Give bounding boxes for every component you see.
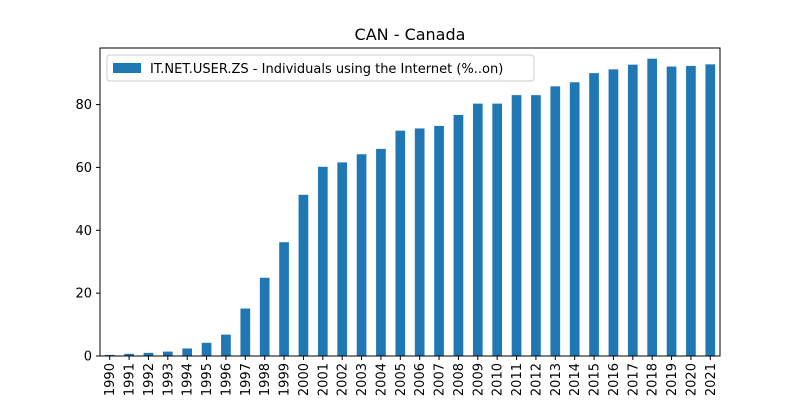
bar-2001	[317, 166, 328, 356]
bar-1999	[279, 242, 289, 356]
x-tick-label-1999: 1999	[278, 363, 293, 396]
legend-label: IT.NET.USER.ZS - Individuals using the I…	[150, 62, 503, 77]
y-tick-label-0: 0	[84, 350, 92, 365]
x-tick-label-1994: 1994	[181, 363, 196, 396]
bar-1997	[240, 308, 251, 356]
x-tick-label-2013: 2013	[549, 363, 564, 396]
y-tick-label-40: 40	[75, 224, 92, 239]
x-axis: 1990 1991 1992 1993 1994 1995 1996 1997 1998 1999…	[103, 356, 719, 396]
bar-2000	[298, 194, 309, 356]
x-tick-label-1991: 1991	[123, 363, 138, 396]
x-tick-label-2019: 2019	[665, 363, 680, 396]
bar-1993	[162, 351, 173, 356]
x-tick-label-2014: 2014	[568, 363, 583, 396]
bar-1995	[201, 342, 212, 356]
x-tick-label-2016: 2016	[607, 363, 622, 396]
x-tick-label-2010: 2010	[491, 363, 506, 396]
x-tick-label-2003: 2003	[355, 363, 370, 396]
x-tick-label-2002: 2002	[336, 363, 351, 396]
x-tick-label-1993: 1993	[161, 363, 176, 396]
bar-2017	[627, 64, 638, 356]
x-tick-label-2009: 2009	[471, 363, 486, 396]
legend-box	[106, 54, 535, 82]
bar-2015	[589, 73, 599, 356]
x-tick-label-2000: 2000	[297, 363, 312, 396]
bar-2010	[492, 103, 503, 356]
bar-2002	[337, 162, 348, 356]
x-tick-label-2012: 2012	[529, 363, 544, 396]
x-tick-label-2018: 2018	[646, 363, 661, 396]
bar-1991	[124, 353, 134, 356]
x-tick-label-2004: 2004	[374, 363, 389, 396]
bar-2009	[472, 103, 483, 356]
plot-frame	[99, 47, 721, 357]
legend-swatch	[113, 63, 141, 73]
bar-2008	[453, 114, 464, 356]
x-tick-label-2011: 2011	[510, 363, 525, 396]
y-axis: 0 20 40 60 80	[75, 98, 100, 365]
y-tick-label-80: 80	[75, 98, 92, 113]
legend: IT.NET.USER.ZS - Individuals using the I…	[106, 54, 535, 82]
x-tick-label-2021: 2021	[704, 363, 719, 396]
x-tick-label-2015: 2015	[588, 363, 603, 396]
y-tick-label-60: 60	[75, 161, 92, 176]
chart-title: CAN - Canada	[355, 25, 466, 44]
bar-1996	[221, 334, 231, 356]
bar-2006	[414, 128, 425, 356]
bar-2013	[550, 86, 561, 356]
x-tick-label-2008: 2008	[452, 363, 467, 396]
x-tick-label-1996: 1996	[219, 363, 234, 396]
x-tick-label-2017: 2017	[626, 363, 641, 396]
bar-2020	[686, 65, 696, 356]
bar-2019	[666, 66, 677, 356]
x-tick-label-1990: 1990	[103, 363, 118, 396]
bar-2003	[356, 154, 367, 356]
bar-1990	[104, 354, 115, 356]
bar-2016	[608, 69, 619, 357]
bar-2014	[569, 82, 580, 356]
x-tick-label-1997: 1997	[239, 363, 254, 396]
x-tick-label-1995: 1995	[200, 363, 215, 396]
bars-group	[104, 58, 716, 357]
bar-2005	[395, 130, 406, 356]
y-tick-label-20: 20	[75, 287, 92, 302]
bar-1998	[259, 277, 270, 356]
bar-1992	[143, 352, 154, 356]
x-tick-label-1998: 1998	[258, 363, 273, 396]
x-tick-label-2006: 2006	[413, 363, 428, 396]
bar-2012	[531, 95, 541, 356]
bar-1994	[182, 348, 193, 356]
bar-2021	[705, 64, 716, 356]
x-tick-label-2001: 2001	[316, 363, 331, 396]
x-tick-label-1992: 1992	[142, 363, 157, 396]
x-tick-label-2020: 2020	[684, 363, 699, 396]
bar-2011	[511, 95, 522, 356]
bar-2007	[434, 125, 444, 356]
x-tick-label-2005: 2005	[394, 363, 409, 396]
bar-2004	[376, 148, 386, 356]
bar-2018	[647, 58, 658, 356]
x-tick-label-2007: 2007	[433, 363, 448, 396]
